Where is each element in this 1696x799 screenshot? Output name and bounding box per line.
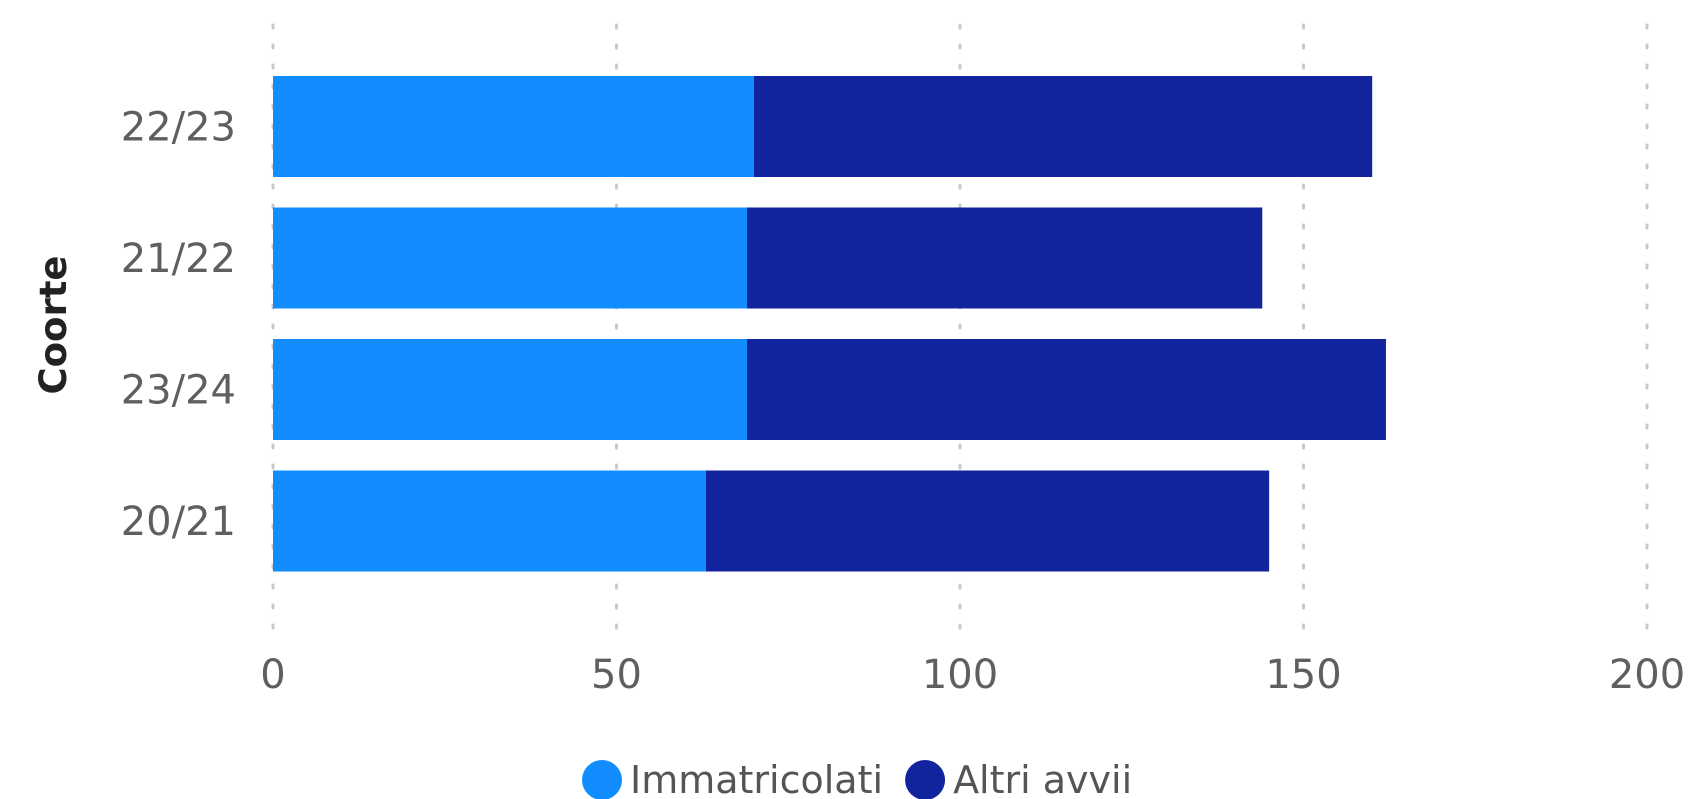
legend-swatch [905,760,946,799]
x-tick-label: 50 [591,652,642,698]
category-label: 20/21 [121,499,236,545]
bar-immatricolati-22-23[interactable] [273,76,754,177]
legend-label: Altri avvii [953,758,1132,799]
category-label: 21/22 [121,236,236,282]
bar-altri-avvii-23-24[interactable] [747,339,1386,440]
category-label: 22/23 [121,105,236,151]
x-tick-label: 100 [922,652,998,698]
bar-immatricolati-23-24[interactable] [273,339,748,440]
bar-immatricolati-20-21[interactable] [273,470,706,572]
x-tick-label: 0 [260,652,285,698]
bar-altri-avvii-20-21[interactable] [705,470,1270,572]
bars [273,76,1386,572]
category-label: 23/24 [121,368,236,414]
bar-altri-avvii-22-23[interactable] [753,76,1373,177]
x-tick-label: 150 [1265,652,1341,698]
bar-altri-avvii-21-22[interactable] [747,207,1263,309]
y-axis-title: Coorte [32,255,75,394]
legend-item-altri-avvii[interactable]: Altri avvii [905,758,1132,799]
legend-label: Immatricolati [630,758,883,799]
legend-swatch [582,760,622,799]
legend-item-immatricolati[interactable]: Immatricolati [582,758,883,799]
bar-immatricolati-21-22[interactable] [273,207,748,309]
legend: Immatricolati Altri avvii [582,758,1132,799]
x-axis-tick-labels: 0 50 100 150 200 [260,652,1685,698]
category-labels: 22/23 21/22 23/24 20/21 [121,105,236,546]
x-tick-label: 200 [1609,652,1685,698]
